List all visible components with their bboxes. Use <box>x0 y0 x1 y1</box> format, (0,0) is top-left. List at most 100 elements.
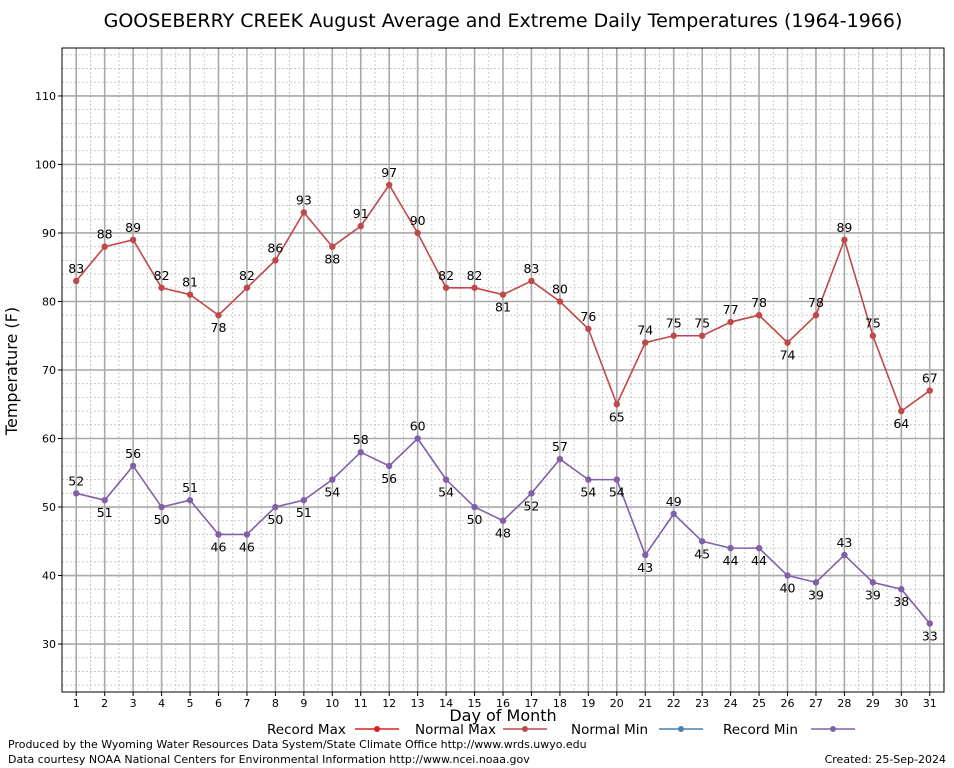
x-tick-label: 20 <box>610 697 624 710</box>
normal-max-point <box>357 222 364 230</box>
x-tick-label: 8 <box>272 697 279 710</box>
normal-max-point <box>186 291 194 298</box>
x-tick-label: 11 <box>354 697 368 710</box>
y-axis-title: Temperature (F) <box>2 307 21 436</box>
record-min-point <box>755 544 763 552</box>
x-tick-label: 18 <box>553 697 567 710</box>
record-min-data-label: 54 <box>580 485 596 500</box>
normal-max-data-label: 78 <box>808 295 824 310</box>
x-tick-label: 7 <box>243 697 250 710</box>
record-min-data-label: 52 <box>68 473 84 488</box>
record-min-point <box>499 517 507 524</box>
normal-max-data-label: 83 <box>68 261 84 276</box>
normal-max-point <box>101 243 108 250</box>
normal-max-data-label: 78 <box>211 320 227 335</box>
record-min-data-label: 39 <box>808 587 824 602</box>
normal-max-point <box>129 236 137 244</box>
normal-max-point <box>898 407 905 415</box>
record-min-data-label: 46 <box>239 539 255 554</box>
y-tick-label: 80 <box>42 295 56 308</box>
record-min-point <box>898 586 905 593</box>
normal-max-data-label: 78 <box>751 295 767 310</box>
record-min-point <box>158 503 165 511</box>
record-min-point <box>471 503 478 511</box>
normal-max-data-label: 82 <box>239 268 255 283</box>
x-tick-label: 25 <box>752 697 766 710</box>
record-min-data-label: 56 <box>381 471 397 486</box>
record-min-data-label: 49 <box>666 494 682 509</box>
normal-max-point <box>73 277 80 285</box>
normal-max-data-label: 75 <box>666 316 682 331</box>
legend-marker-normal-max <box>522 726 528 732</box>
normal-max-point <box>329 243 336 250</box>
normal-max-point <box>670 332 677 339</box>
record-min-point <box>727 544 734 552</box>
normal-max-data-label: 90 <box>410 213 426 228</box>
normal-max-point <box>841 236 848 244</box>
record-min-point <box>528 490 535 497</box>
normal-max-data-label: 82 <box>438 268 454 283</box>
x-tick-label: 5 <box>187 697 194 710</box>
x-tick-label: 15 <box>468 697 482 710</box>
normal-max-data-label: 67 <box>922 371 938 386</box>
normal-max-point <box>528 277 535 285</box>
x-tick-label: 22 <box>667 697 681 710</box>
y-tick-label: 30 <box>42 638 56 651</box>
record-min-point <box>215 531 222 538</box>
record-min-point <box>869 579 877 586</box>
record-min-point <box>73 490 80 497</box>
x-tick-label: 1 <box>73 697 80 710</box>
record-min-point <box>585 476 592 483</box>
x-tick-label: 3 <box>130 697 137 710</box>
normal-max-point <box>158 284 165 291</box>
legend-marker-normal-min <box>678 726 684 732</box>
x-tick-label: 16 <box>496 697 510 710</box>
x-tick-label: 14 <box>439 697 453 710</box>
normal-max-data-label: 80 <box>552 281 568 296</box>
normal-max-point <box>385 181 393 189</box>
x-tick-label: 12 <box>382 697 396 710</box>
normal-max-point <box>471 284 478 291</box>
legend-label-record-max: Record Max <box>267 722 346 738</box>
record-min-data-label: 38 <box>893 594 909 609</box>
record-min-point <box>186 496 194 504</box>
record-min-point <box>300 496 308 504</box>
record-min-data-label: 50 <box>267 512 283 527</box>
y-tick-label: 60 <box>42 433 56 446</box>
x-tick-label: 17 <box>524 697 538 710</box>
y-tick-label: 40 <box>42 570 56 583</box>
x-tick-label: 4 <box>158 697 165 710</box>
record-min-data-label: 33 <box>922 628 938 643</box>
y-tick-label: 110 <box>35 90 56 103</box>
record-min-data-label: 51 <box>97 505 113 520</box>
record-min-data-label: 56 <box>125 446 141 461</box>
y-tick-label: 70 <box>42 364 56 377</box>
normal-max-point <box>585 325 592 333</box>
normal-max-data-label: 81 <box>182 275 198 290</box>
normal-max-point <box>727 318 734 326</box>
record-min-data-label: 50 <box>154 512 170 527</box>
normal-max-point <box>272 257 279 264</box>
normal-max-data-label: 75 <box>865 316 881 331</box>
normal-max-data-label: 77 <box>723 302 739 317</box>
record-min-point <box>101 496 108 504</box>
record-min-data-label: 48 <box>495 526 511 541</box>
x-tick-label: 24 <box>724 697 738 710</box>
data-labels: 83 88 89 82 81 78 82 86 93 88 91 97 90 82 82 81 83 80 76 65… <box>68 165 937 643</box>
normal-max-data-label: 91 <box>353 206 369 221</box>
x-tick-label: 21 <box>638 697 652 710</box>
footer-data-source: Data courtesy NOAA National Centers for … <box>8 753 530 766</box>
footer-created-date: Created: 25-Sep-2024 <box>825 753 946 766</box>
x-tick-label: 30 <box>894 697 908 710</box>
normal-max-point <box>442 284 450 291</box>
y-tick-label: 90 <box>42 227 56 240</box>
legend-marker-record-min <box>830 726 836 732</box>
normal-max-data-label: 82 <box>154 268 170 283</box>
x-axis-title: Day of Month <box>449 706 556 725</box>
series-layer <box>73 181 933 627</box>
normal-max-data-label: 89 <box>836 220 852 235</box>
record-min-point <box>385 462 393 470</box>
record-min-point <box>698 538 706 545</box>
record-min-data-label: 51 <box>296 505 312 520</box>
